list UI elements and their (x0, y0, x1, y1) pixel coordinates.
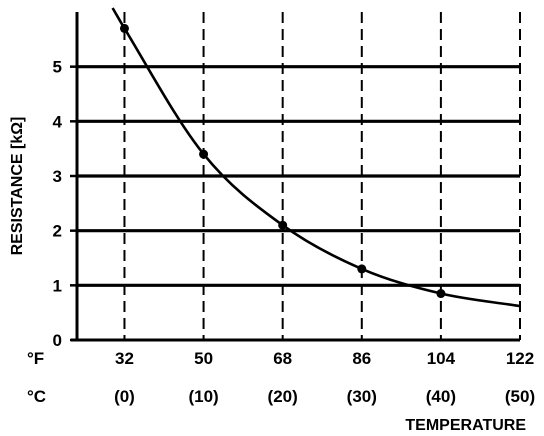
x-tick-label-c-5: (50) (505, 387, 535, 406)
y-tick-label-3: 3 (53, 167, 62, 186)
celsius-unit-label: °C (27, 387, 46, 406)
x-axis-title: TEMPERATURE (405, 417, 526, 434)
x-tick-label-c-3: (30) (347, 387, 377, 406)
x-tick-label-c-4: (40) (426, 387, 456, 406)
data-point-0 (119, 23, 129, 33)
data-point-3 (357, 264, 367, 274)
x-tick-labels-fahrenheit: 32 50 68 86 104 122 (115, 349, 534, 368)
y-tick-labels: 0 1 2 3 4 5 (53, 58, 77, 350)
horizontal-gridlines (77, 65, 520, 287)
x-tick-label-f-122: 122 (506, 349, 534, 368)
y-tick-label-2: 2 (53, 222, 62, 241)
y-tick-label-1: 1 (53, 276, 62, 295)
y-tick-label-4: 4 (53, 112, 63, 131)
y-axis-title: RESISTANCE [kΩ] (9, 117, 26, 256)
resistance-curve (111, 7, 521, 308)
x-tick-label-f-32: 32 (115, 349, 134, 368)
x-tick-labels-celsius: (0) (10) (20) (30) (40) (50) (114, 387, 535, 406)
data-point-2 (278, 220, 288, 230)
y-tick-label-0: 0 (53, 331, 62, 350)
fahrenheit-unit-label: °F (27, 349, 44, 368)
vertical-gridlines (123, 12, 521, 340)
x-tick-label-f-50: 50 (194, 349, 213, 368)
x-tick-label-c-1: (10) (188, 387, 218, 406)
data-point-1 (199, 149, 209, 159)
x-tick-label-c-2: (20) (268, 387, 298, 406)
data-points (119, 23, 446, 299)
x-tick-label-f-68: 68 (273, 349, 292, 368)
x-tick-label-f-104: 104 (427, 349, 456, 368)
x-tick-label-c-0: (0) (114, 387, 135, 406)
x-tick-label-f-86: 86 (352, 349, 371, 368)
y-tick-label-5: 5 (53, 58, 62, 77)
data-point-4 (436, 289, 446, 299)
